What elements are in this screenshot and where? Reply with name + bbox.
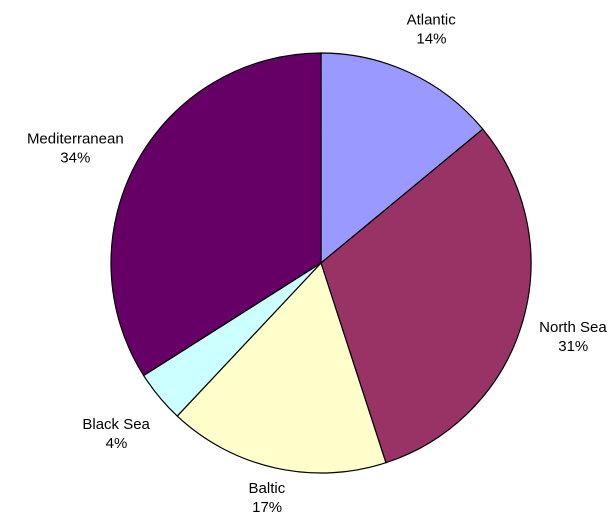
pie-slices bbox=[110, 52, 532, 474]
pie-slice-mediterranean bbox=[110, 52, 322, 377]
pie-slice-atlantic bbox=[320, 52, 484, 265]
slice-percent-north-sea: 31% bbox=[558, 338, 588, 355]
slice-name-north-sea: North Sea bbox=[539, 319, 607, 336]
pie-slice-north-sea bbox=[320, 128, 532, 464]
slice-label-atlantic: Atlantic 14% bbox=[407, 12, 457, 48]
pie-slice-baltic bbox=[176, 261, 387, 474]
slice-percent-black-sea: 4% bbox=[106, 435, 128, 452]
slice-name-black-sea: Black Sea bbox=[82, 416, 150, 433]
slice-label-black-sea: Black Sea 4% bbox=[82, 416, 150, 452]
slice-percent-atlantic: 14% bbox=[416, 31, 446, 48]
slice-name-atlantic: Atlantic bbox=[407, 12, 457, 29]
slice-percent-baltic: 17% bbox=[252, 499, 282, 516]
slice-name-mediterranean: Mediterranean bbox=[27, 131, 124, 148]
slice-label-north-sea: North Sea 31% bbox=[539, 319, 607, 355]
pie-labels: Atlantic 14% North Sea 31% Baltic 17% Black Se… bbox=[27, 12, 607, 516]
slice-name-baltic: Baltic bbox=[249, 480, 286, 497]
slice-label-mediterranean: Mediterranean 34% bbox=[27, 131, 124, 167]
slice-label-baltic: Baltic 17% bbox=[249, 480, 286, 516]
slice-percent-mediterranean: 34% bbox=[60, 150, 90, 167]
